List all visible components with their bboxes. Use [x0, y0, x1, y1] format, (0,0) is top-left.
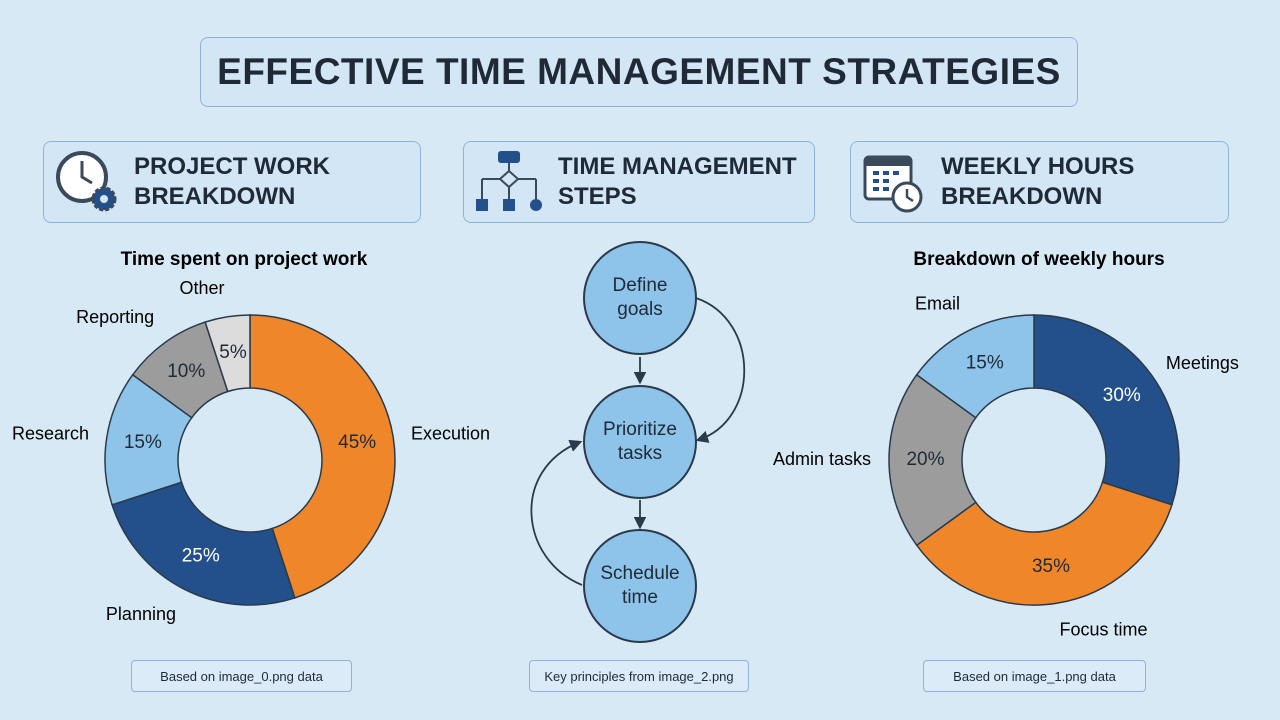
panel-header: TIME MANAGEMENT STEPS: [463, 141, 815, 223]
category-label: Focus time: [1059, 620, 1147, 640]
category-label: Other: [179, 278, 224, 298]
panel-heading: WEEKLY HOURS BREAKDOWN: [941, 153, 1135, 210]
flow-icon: [476, 151, 542, 211]
value-label: 35%: [1032, 556, 1070, 577]
footnote: Based on image_1.png data: [923, 660, 1146, 692]
category-label: Reporting: [76, 307, 154, 327]
category-label: Execution: [411, 423, 490, 443]
footnote: Based on image_0.png data: [131, 660, 352, 692]
chart-title: Time spent on project work: [121, 249, 368, 270]
donut-slice: [915, 314, 1035, 419]
node-label: Schedule time: [600, 563, 680, 608]
node-label: Prioritize tasks: [603, 419, 677, 464]
panel-heading: PROJECT WORK BREAKDOWN: [134, 153, 331, 210]
node-label: Define goals: [612, 275, 668, 320]
page-title: EFFECTIVE TIME MANAGEMENT STRATEGIES: [200, 37, 1078, 107]
category-label: Research: [12, 423, 89, 443]
panel-heading: TIME MANAGEMENT STEPS: [558, 153, 797, 210]
donut-slice: [1033, 314, 1180, 506]
flow-node: Define goals: [583, 241, 697, 355]
category-label: Admin tasks: [773, 449, 871, 469]
category-label: Email: [915, 294, 960, 314]
donut-slice: [204, 314, 251, 393]
value-label: 45%: [338, 432, 376, 453]
value-label: 25%: [182, 546, 220, 567]
chart-title: Breakdown of weekly hours: [913, 249, 1164, 270]
panel-header: WEEKLY HOURS BREAKDOWN: [850, 141, 1229, 223]
value-label: 20%: [906, 449, 944, 470]
category-label: Meetings: [1166, 353, 1239, 373]
flow-node: Schedule time: [583, 529, 697, 643]
donut-slice: [249, 314, 396, 599]
footnote: Key principles from image_2.png: [529, 660, 749, 692]
clock-icon: [56, 151, 117, 212]
value-label: 10%: [167, 361, 205, 382]
flow-arrows: [530, 297, 746, 586]
value-label: 30%: [1103, 385, 1141, 406]
value-label: 15%: [966, 352, 1004, 373]
value-label: 5%: [219, 342, 247, 363]
donut-slice: [111, 481, 296, 606]
calendar-icon: [863, 155, 923, 213]
donut-slice: [888, 373, 977, 547]
category-label: Planning: [106, 604, 176, 624]
donut-slice: [915, 481, 1173, 606]
panel-header: PROJECT WORK BREAKDOWN: [43, 141, 421, 223]
value-label: 15%: [124, 432, 162, 453]
flow-node: Prioritize tasks: [583, 385, 697, 499]
